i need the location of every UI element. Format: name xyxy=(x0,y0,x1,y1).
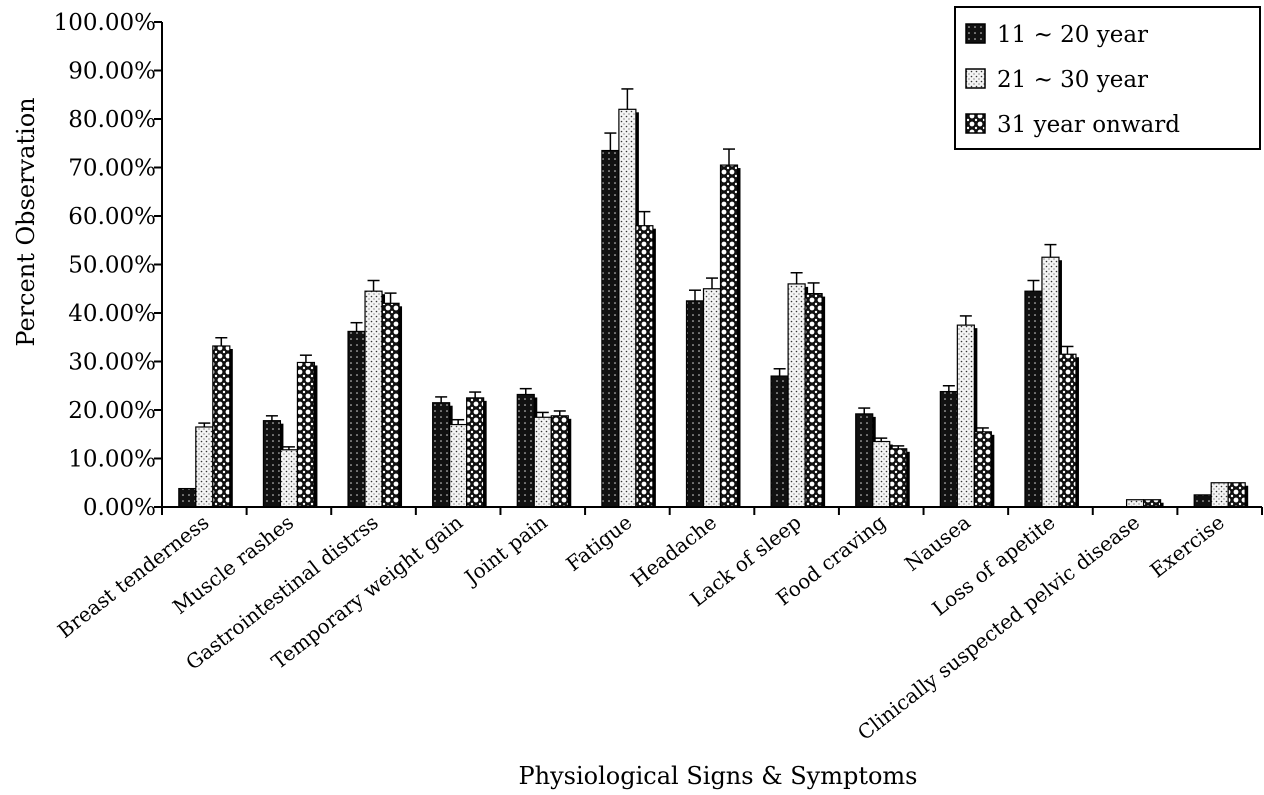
x-category-label: Nausea xyxy=(900,510,975,576)
bar xyxy=(635,225,654,508)
legend-box xyxy=(954,6,1261,150)
y-tick-label: 30.00% xyxy=(68,350,156,376)
bar xyxy=(889,448,908,508)
bar xyxy=(1058,353,1077,508)
bar xyxy=(973,431,992,508)
axes xyxy=(161,22,1263,515)
bar xyxy=(719,164,739,508)
bar xyxy=(212,345,231,508)
bar xyxy=(178,487,197,508)
bar xyxy=(1024,290,1043,508)
y-tick-label: 20.00% xyxy=(68,398,156,424)
bar xyxy=(1193,494,1212,508)
y-axis-ticks: 0.00% 10.00% 20.00% 30.00% 40.00% 50.00% 60.00… xyxy=(54,10,162,521)
legend-swatch-series-2 xyxy=(965,68,986,89)
bar xyxy=(296,361,316,508)
x-category-label: Exercise xyxy=(1145,510,1228,582)
legend-swatch-series-3 xyxy=(965,113,986,134)
bar xyxy=(449,423,468,508)
bar xyxy=(195,426,214,508)
bar xyxy=(685,300,705,508)
y-tick-label: 40.00% xyxy=(68,301,156,327)
legend-label-series-3: 31 year onward xyxy=(997,112,1180,138)
bar xyxy=(1125,499,1145,508)
bar xyxy=(804,293,823,508)
bar xyxy=(872,440,891,508)
y-tick-label: 0.00% xyxy=(83,495,156,521)
y-axis-title: Percent Observation xyxy=(12,97,40,346)
y-tick-label: 10.00% xyxy=(68,447,156,473)
bar xyxy=(279,449,299,508)
x-category-label: Breast tenderness xyxy=(53,510,213,643)
bar xyxy=(939,390,958,508)
legend-swatch-series-1 xyxy=(965,23,986,44)
y-tick-label: 50.00% xyxy=(68,253,156,279)
x-category-label: Joint pain xyxy=(458,510,551,590)
bar xyxy=(770,375,789,508)
bar xyxy=(601,149,620,508)
bars-layer xyxy=(178,108,1249,508)
x-axis-title: Physiological Signs & Symptoms xyxy=(519,762,918,790)
bar xyxy=(1227,482,1246,508)
bar xyxy=(432,402,451,508)
y-tick-label: 60.00% xyxy=(68,204,156,230)
bar xyxy=(516,393,535,508)
bar xyxy=(855,413,874,508)
x-category-label: Fatigue xyxy=(561,510,636,576)
bar xyxy=(702,288,722,508)
bar xyxy=(466,397,485,508)
y-tick-label: 90.00% xyxy=(68,59,156,85)
bar xyxy=(550,415,569,508)
bar xyxy=(787,283,806,508)
y-tick-label: 70.00% xyxy=(68,156,156,182)
legend: 11 ~ 20 year 21 ~ 30 year 31 year onward xyxy=(954,6,1261,150)
legend-label-series-2: 21 ~ 30 year xyxy=(997,67,1148,93)
y-tick-label: 80.00% xyxy=(68,107,156,133)
bar xyxy=(1142,499,1162,508)
legend-label-series-1: 11 ~ 20 year xyxy=(997,22,1148,48)
bar xyxy=(533,416,552,508)
y-tick-label: 100.00% xyxy=(54,10,156,36)
bar xyxy=(347,330,366,508)
bar xyxy=(618,108,637,508)
bar xyxy=(262,420,282,508)
error-bars-layer xyxy=(198,88,1074,450)
bar xyxy=(381,302,400,508)
bar xyxy=(1041,256,1060,508)
bar xyxy=(1210,482,1229,508)
bar xyxy=(956,324,975,508)
bar xyxy=(364,290,383,508)
